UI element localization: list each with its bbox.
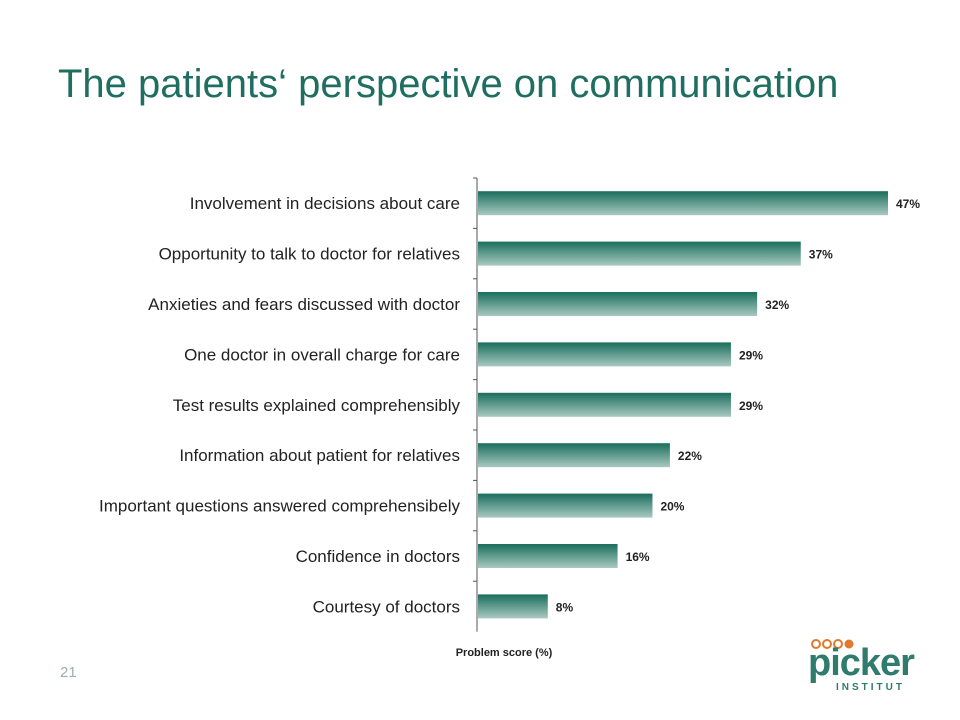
category-label: Information about patient for relatives [179,446,460,465]
bar-value-label: 22% [678,449,702,463]
page-number: 21 [60,664,77,681]
bar [478,342,731,367]
bar [478,392,731,417]
bar-value-label: 32% [765,298,789,312]
picker-institut-logo: picker INSTITUT [808,638,928,694]
category-label: One doctor in overall charge for care [184,345,460,364]
x-axis-title: Problem score (%) [456,647,553,659]
bar [478,544,618,568]
logo-subtext: INSTITUT [836,682,905,693]
bar [478,191,888,216]
logo-wordmark: picker [808,642,915,684]
bar [478,292,758,316]
category-label: Courtesy of doctors [313,597,460,616]
bar [478,241,801,266]
bar [478,594,548,619]
category-label: Opportunity to talk to doctor for relati… [159,245,460,264]
logo-dots-icon [811,639,854,649]
category-label: Test results explained comprehensibly [173,396,461,415]
bar [478,443,670,468]
slide-title: The patients‘ perspective on communicati… [58,62,839,106]
bar [478,493,653,518]
bar-value-label: 37% [809,248,833,262]
category-label: Anxieties and fears discussed with docto… [148,295,460,314]
bar-value-label: 20% [660,500,684,514]
bar-value-label: 16% [626,550,650,564]
bar-value-label: 8% [556,600,574,614]
category-label: Confidence in doctors [296,547,460,566]
bar-value-label: 29% [739,348,763,362]
category-label: Important questions answered comprehensi… [99,497,460,516]
bar-value-label: 29% [739,399,763,413]
category-label: Involvement in decisions about care [190,194,460,213]
bar-value-label: 47% [896,197,920,211]
